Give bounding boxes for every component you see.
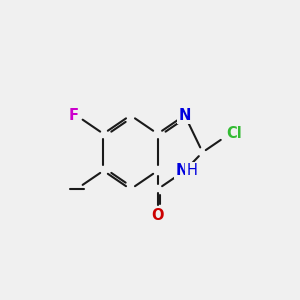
Text: O: O [152, 208, 164, 223]
Text: N: N [176, 163, 188, 178]
Text: H: H [186, 163, 197, 178]
Text: Cl: Cl [226, 126, 242, 141]
Text: N: N [178, 108, 191, 123]
Text: F: F [69, 108, 79, 123]
